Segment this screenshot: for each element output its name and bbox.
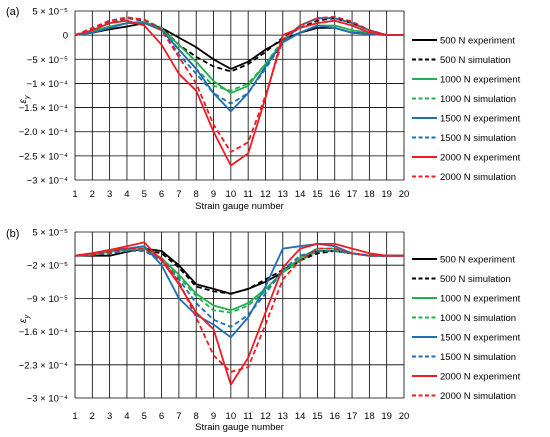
x-tick-label: 12: [260, 411, 271, 422]
x-tick-label: 17: [347, 189, 358, 200]
y-tick-label: −2 × 10⁻⁵: [27, 261, 68, 272]
x-tick-label: 6: [159, 411, 164, 422]
x-tick-label: 19: [381, 189, 392, 200]
x-tick-label: 18: [364, 411, 375, 422]
legend-entry-label: 2000 N experiment: [440, 372, 521, 383]
x-tick-label: 15: [312, 411, 323, 422]
x-tick-label: 4: [124, 189, 129, 200]
x-tick-label: 13: [278, 411, 289, 422]
legend-entry-label: 500 N experiment: [440, 255, 515, 266]
y-tick-label: −1.6 × 10⁻⁴: [19, 327, 68, 338]
x-tick-label: 1: [72, 189, 77, 200]
x-tick-label: 8: [194, 411, 199, 422]
x-tick-label: 13: [278, 189, 289, 200]
y-tick-label: 5 × 10⁻⁵: [32, 7, 68, 18]
legend-entry-label: 1000 N experiment: [440, 75, 521, 86]
y-axis-label-symbol: ε: [18, 318, 29, 323]
x-tick-label: 16: [329, 411, 340, 422]
series-line-1000-n-simulation: [74, 17, 404, 92]
x-tick-label: 7: [176, 189, 181, 200]
y-tick-label: −2.5 × 10⁻⁴: [19, 151, 68, 162]
legend: 500 N experiment 500 N simulation 1000 N e…: [412, 36, 521, 183]
legend-entry-label: 1500 N simulation: [440, 352, 516, 363]
y-tick-label: 5 × 10⁻⁵: [32, 228, 68, 239]
x-tick-label: 10: [226, 189, 237, 200]
x-tick-label: 12: [260, 189, 271, 200]
y-axis-label: εy: [18, 315, 31, 323]
legend: 500 N experiment 500 N simulation 1000 N e…: [412, 255, 521, 402]
legend-entry-label: 2000 N simulation: [440, 172, 516, 183]
legend-entry-label: 500 N simulation: [440, 274, 511, 285]
chart-panel-a: 5 × 10⁻⁵ 0 −5 × 10⁻⁵ −1 × 10⁻⁴ −1.5 × 10⁻⁴ −2…: [6, 6, 521, 212]
y-tick-label: −3 × 10⁻⁴: [27, 394, 68, 405]
y-axis-label-symbol: ε: [18, 98, 29, 103]
legend-entry-label: 1000 N simulation: [440, 94, 516, 105]
x-tick-label: 20: [399, 189, 410, 200]
x-tick-label: 8: [194, 189, 199, 200]
y-tick-label: −1 × 10⁻⁴: [27, 79, 68, 90]
x-tick-label: 4: [124, 411, 129, 422]
x-tick-label: 9: [211, 411, 216, 422]
x-tick-label: 5: [142, 411, 147, 422]
x-tick-label: 18: [364, 189, 375, 200]
y-tick-label: −2.0 × 10⁻⁴: [19, 127, 68, 138]
series-line-1500-n-experiment: [74, 22, 404, 113]
x-tick-label: 2: [90, 411, 95, 422]
x-tick-label: 7: [176, 411, 181, 422]
legend-entry-label: 1500 N experiment: [440, 333, 521, 344]
y-tick-label: −3 × 10⁻⁴: [27, 176, 68, 187]
y-tick-label: −5 × 10⁻⁵: [27, 55, 68, 66]
series-line-2000-n-simulation: [74, 15, 404, 153]
series-line-500-n-simulation: [74, 249, 404, 295]
x-tick-label: 3: [107, 411, 112, 422]
x-tick-label: 6: [159, 189, 164, 200]
series-line-2000-n-simulation: [74, 247, 404, 373]
legend-entry-label: 2000 N experiment: [440, 153, 521, 164]
x-tick-label: 20: [399, 411, 410, 422]
x-tick-label: 9: [211, 189, 216, 200]
x-tick-label: 2: [90, 189, 95, 200]
x-tick-label: 11: [243, 189, 253, 200]
x-tick-label: 10: [226, 411, 237, 422]
x-tick-label: 14: [295, 189, 306, 200]
series-line-1500-n-simulation: [74, 250, 404, 328]
x-tick-label: 5: [142, 189, 147, 200]
x-tick-label: 17: [347, 411, 358, 422]
y-axis-label: εy: [18, 95, 31, 103]
y-axis-label-subscript: y: [24, 95, 31, 100]
legend-entry-label: 500 N simulation: [440, 55, 511, 66]
legend-entry-label: 500 N experiment: [440, 36, 515, 47]
x-axis-title: Strain gauge number: [195, 422, 284, 433]
x-tick-label: 11: [243, 411, 253, 422]
series-line-2000-n-experiment: [74, 241, 404, 386]
legend-entry-label: 1500 N experiment: [440, 114, 521, 125]
series-line-2000-n-experiment: [74, 19, 404, 167]
x-tick-label: 16: [329, 189, 340, 200]
panel-label: (a): [6, 6, 19, 18]
x-tick-label: 15: [312, 189, 323, 200]
legend-entry-label: 1000 N experiment: [440, 294, 521, 305]
series-line-1000-n-experiment: [74, 247, 404, 312]
x-tick-label: 19: [381, 411, 392, 422]
legend-entry-label: 1500 N simulation: [440, 133, 516, 144]
y-tick-label: −9 × 10⁻⁵: [27, 294, 68, 305]
chart-panel-b: 5 × 10⁻⁵ −2 × 10⁻⁵ −9 × 10⁻⁵ −1.6 × 10⁻⁴ −2.…: [6, 228, 521, 434]
y-tick-label: 0: [63, 31, 68, 42]
series-line-1000-n-simulation: [74, 249, 404, 314]
legend-entry-label: 2000 N simulation: [440, 391, 516, 402]
x-tick-label: 1: [72, 411, 77, 422]
y-axis-label-subscript: y: [24, 315, 31, 320]
legend-entry-label: 1000 N simulation: [440, 313, 516, 324]
y-tick-label: −2.3 × 10⁻⁴: [19, 360, 68, 371]
series-line-500-n-experiment: [75, 247, 404, 295]
x-tick-label: 14: [295, 411, 306, 422]
x-axis-title: Strain gauge number: [195, 201, 284, 212]
y-tick-label: −1.5 × 10⁻⁴: [19, 103, 68, 114]
panel-label: (b): [6, 228, 19, 240]
x-tick-label: 3: [107, 189, 112, 200]
